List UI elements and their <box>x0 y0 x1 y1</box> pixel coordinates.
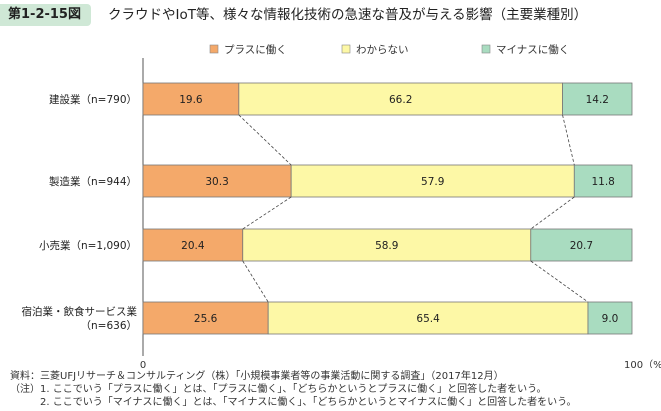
note-source: 資料：三菱UFJリサーチ＆コンサルティング（株）「小規模事業者等の事業活動に関す… <box>10 371 504 382</box>
bar-value-label-3-0: 25.6 <box>194 313 218 325</box>
figure-number-badge: 第1-2-15図 <box>0 4 91 26</box>
category-label-2-0: 小売業（n=1,090） <box>39 239 137 252</box>
x-tick-label-1: 100（%） <box>624 359 661 368</box>
figure-notes: 資料：三菱UFJリサーチ＆コンサルティング（株）「小規模事業者等の事業活動に関す… <box>10 370 577 409</box>
bar-value-label-0-1: 66.2 <box>389 94 412 106</box>
connector-line-2-0 <box>242 260 269 303</box>
legend-swatch-2 <box>481 44 491 54</box>
connector-line-2-1 <box>530 260 589 303</box>
bar-value-label-3-1: 65.4 <box>416 313 440 325</box>
bar-segment-3-1 <box>267 301 589 335</box>
bar-value-label-2-0: 20.4 <box>181 240 205 252</box>
bar-segment-2-2 <box>530 228 633 262</box>
stacked-bar-chart: プラスに働く わからない マイナスに働く 19.6 66.2 14.2 建設業（n=790）… <box>22 43 661 368</box>
bar-segment-3-0 <box>142 301 269 335</box>
x-tick-label-0: 0 <box>140 360 146 368</box>
connector-line-1-0 <box>242 196 292 230</box>
bar-segment-2-1 <box>242 228 532 262</box>
bar-segment-1-2 <box>573 164 633 198</box>
bar-value-label-1-1: 57.9 <box>421 176 444 188</box>
bar-value-label-2-1: 58.9 <box>375 240 398 252</box>
legend-label-2: マイナスに働く <box>496 43 569 56</box>
bar-value-label-1-0: 30.3 <box>205 176 228 188</box>
legend-label-0: プラスに働く <box>224 43 287 56</box>
connector-line-0-0 <box>238 114 292 166</box>
connector-line-1-1 <box>530 196 575 230</box>
bar-value-label-0-0: 19.6 <box>179 94 203 106</box>
figure-title: クラウドやIoT等、様々な情報化技術の急速な普及が与える影響（主要業種別） <box>108 7 588 23</box>
bar-segment-3-2 <box>587 301 633 335</box>
bar-segment-0-2 <box>562 82 633 116</box>
bar-value-label-2-2: 20.7 <box>570 240 593 252</box>
bar-value-label-0-2: 14.2 <box>586 94 609 106</box>
figure-header: 第1-2-15図 クラウドやIoT等、様々な情報化技術の急速な普及が与える影響（… <box>0 0 661 28</box>
bar-segment-0-1 <box>238 82 563 116</box>
note-2: 2. ここでいう「マイナスに働く」とは、「マイナスに働く」、「どちらかというとマ… <box>10 397 577 408</box>
connector-line-0-1 <box>562 114 575 166</box>
category-label-3-0: 宿泊業・飲食サービス業 <box>22 305 138 318</box>
category-label-3-1: （n=636） <box>81 320 138 332</box>
bar-value-label-1-2: 11.8 <box>591 176 614 188</box>
note-1: （注）1. ここでいう「プラスに働く」とは、「プラスに働く」、「どちらかというと… <box>10 384 547 395</box>
category-label-1-0: 製造業（n=944） <box>49 175 137 188</box>
legend-swatch-0 <box>209 44 219 54</box>
category-label-0-0: 建設業（n=790） <box>49 93 137 106</box>
legend-swatch-1 <box>341 44 351 54</box>
bar-value-label-3-2: 9.0 <box>602 313 619 325</box>
legend-label-1: わからない <box>356 44 409 56</box>
